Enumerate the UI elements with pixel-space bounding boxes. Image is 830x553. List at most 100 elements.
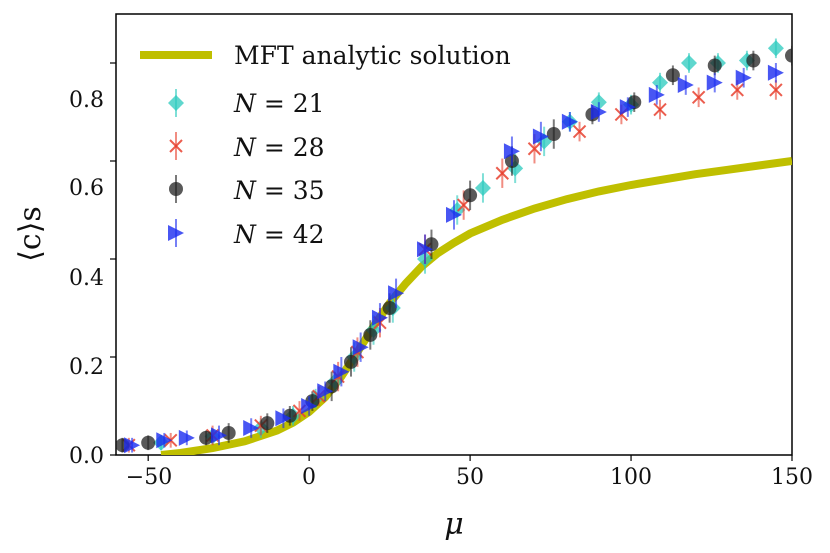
x-tick-label: 150 <box>771 465 813 490</box>
data-point <box>769 83 783 97</box>
marker-triangle <box>352 339 369 356</box>
y-tick-label: 0.4 <box>69 266 104 291</box>
marker-triangle <box>156 432 173 449</box>
marker-circle <box>199 430 214 445</box>
x-axis-title: μ <box>444 507 464 542</box>
marker-triangle <box>619 99 636 116</box>
legend-label-n28: N = 28 <box>233 133 325 162</box>
data-point <box>730 83 744 97</box>
data-point <box>590 104 607 120</box>
data-point <box>527 142 542 156</box>
data-point <box>680 55 697 71</box>
marker-diamond <box>652 74 669 91</box>
data-point <box>546 127 561 142</box>
marker-x-stroke <box>572 124 587 139</box>
marker-triangle <box>211 427 228 444</box>
data-point <box>343 354 358 369</box>
legend-marker <box>169 139 183 153</box>
marker-diamond <box>767 40 784 57</box>
marker-circle <box>343 354 358 369</box>
marker-triangle <box>677 77 694 94</box>
data-point <box>178 429 195 446</box>
marker-triangle <box>648 86 665 103</box>
data-point <box>141 435 156 450</box>
legend: MFT analytic solution N = 21 N = 28 N = 35 … <box>140 41 511 249</box>
legend-label-n35: N = 35 <box>233 176 325 205</box>
marker-circle <box>382 301 397 315</box>
marker-triangle <box>706 74 723 91</box>
marker-triangle <box>503 143 520 160</box>
data-point <box>735 69 752 86</box>
marker-x-stroke <box>769 83 783 97</box>
data-point <box>619 99 636 116</box>
legend-var: N <box>233 89 257 118</box>
marker-circle <box>221 425 236 440</box>
legend-value: = 28 <box>264 133 325 162</box>
data-point <box>124 437 141 454</box>
legend-value: = 35 <box>264 176 325 205</box>
legend-var: N <box>233 176 257 205</box>
legend-value: = 42 <box>264 220 325 249</box>
data-point <box>665 68 680 83</box>
x-tick-label: 50 <box>456 465 484 490</box>
data-point <box>785 48 792 63</box>
marker-diamond <box>680 55 697 71</box>
marker-triangle <box>446 206 462 223</box>
data-point <box>653 102 667 117</box>
legend-value: = 21 <box>264 89 325 118</box>
marker-circle <box>363 327 378 342</box>
legend-label-n42: N = 42 <box>233 220 325 249</box>
data-point <box>677 77 694 94</box>
data-point <box>275 410 292 427</box>
marker-x-stroke <box>653 102 667 117</box>
data-point <box>691 90 706 105</box>
data-point <box>333 363 350 380</box>
marker-triangle <box>561 113 578 130</box>
marker-triangle <box>388 285 405 302</box>
data-point <box>561 113 578 130</box>
data-point <box>507 160 524 177</box>
marker-triangle <box>767 64 784 81</box>
data-point <box>706 74 723 91</box>
legend-label-mft: MFT analytic solution <box>234 41 511 70</box>
marker-triangle <box>371 309 388 326</box>
data-point <box>221 425 236 440</box>
marker-circle <box>463 188 478 203</box>
y-tick-label: 0.0 <box>69 444 104 469</box>
legend-marker <box>168 95 184 111</box>
data-point <box>463 188 478 203</box>
marker-x-stroke <box>730 83 744 97</box>
x-tick-label: −50 <box>126 465 172 490</box>
marker-circle <box>785 48 792 63</box>
data-point <box>767 40 784 57</box>
y-axis-title: ⟨c⟩s <box>13 206 48 262</box>
data-point <box>767 64 784 81</box>
marker-triangle <box>532 128 549 145</box>
marker-circle <box>665 68 680 83</box>
x-tick-label: 100 <box>610 465 652 490</box>
data-point <box>156 432 173 449</box>
data-point <box>474 179 491 196</box>
marker-triangle <box>301 398 318 414</box>
legend-swatch-n42 <box>168 219 184 247</box>
marker-diamond <box>507 160 524 177</box>
x-tick-label: 0 <box>302 465 316 490</box>
legend-swatch-n35 <box>169 175 183 203</box>
data-point <box>260 416 275 431</box>
data-point <box>495 166 509 180</box>
marker-diamond <box>168 95 184 111</box>
y-tick-label: 0.2 <box>69 355 104 380</box>
marker-x-stroke <box>169 139 183 153</box>
data-point <box>301 398 318 414</box>
marker-circle <box>746 53 761 68</box>
legend-var: N <box>233 133 257 162</box>
marker-circle <box>707 58 722 73</box>
y-tick-label: 0.6 <box>69 176 104 201</box>
data-point <box>199 430 214 445</box>
marker-x-stroke <box>527 142 542 156</box>
marker-triangle <box>417 241 434 258</box>
data-point <box>382 301 397 315</box>
ticks-layer <box>110 62 793 461</box>
marker-triangle <box>590 104 607 120</box>
